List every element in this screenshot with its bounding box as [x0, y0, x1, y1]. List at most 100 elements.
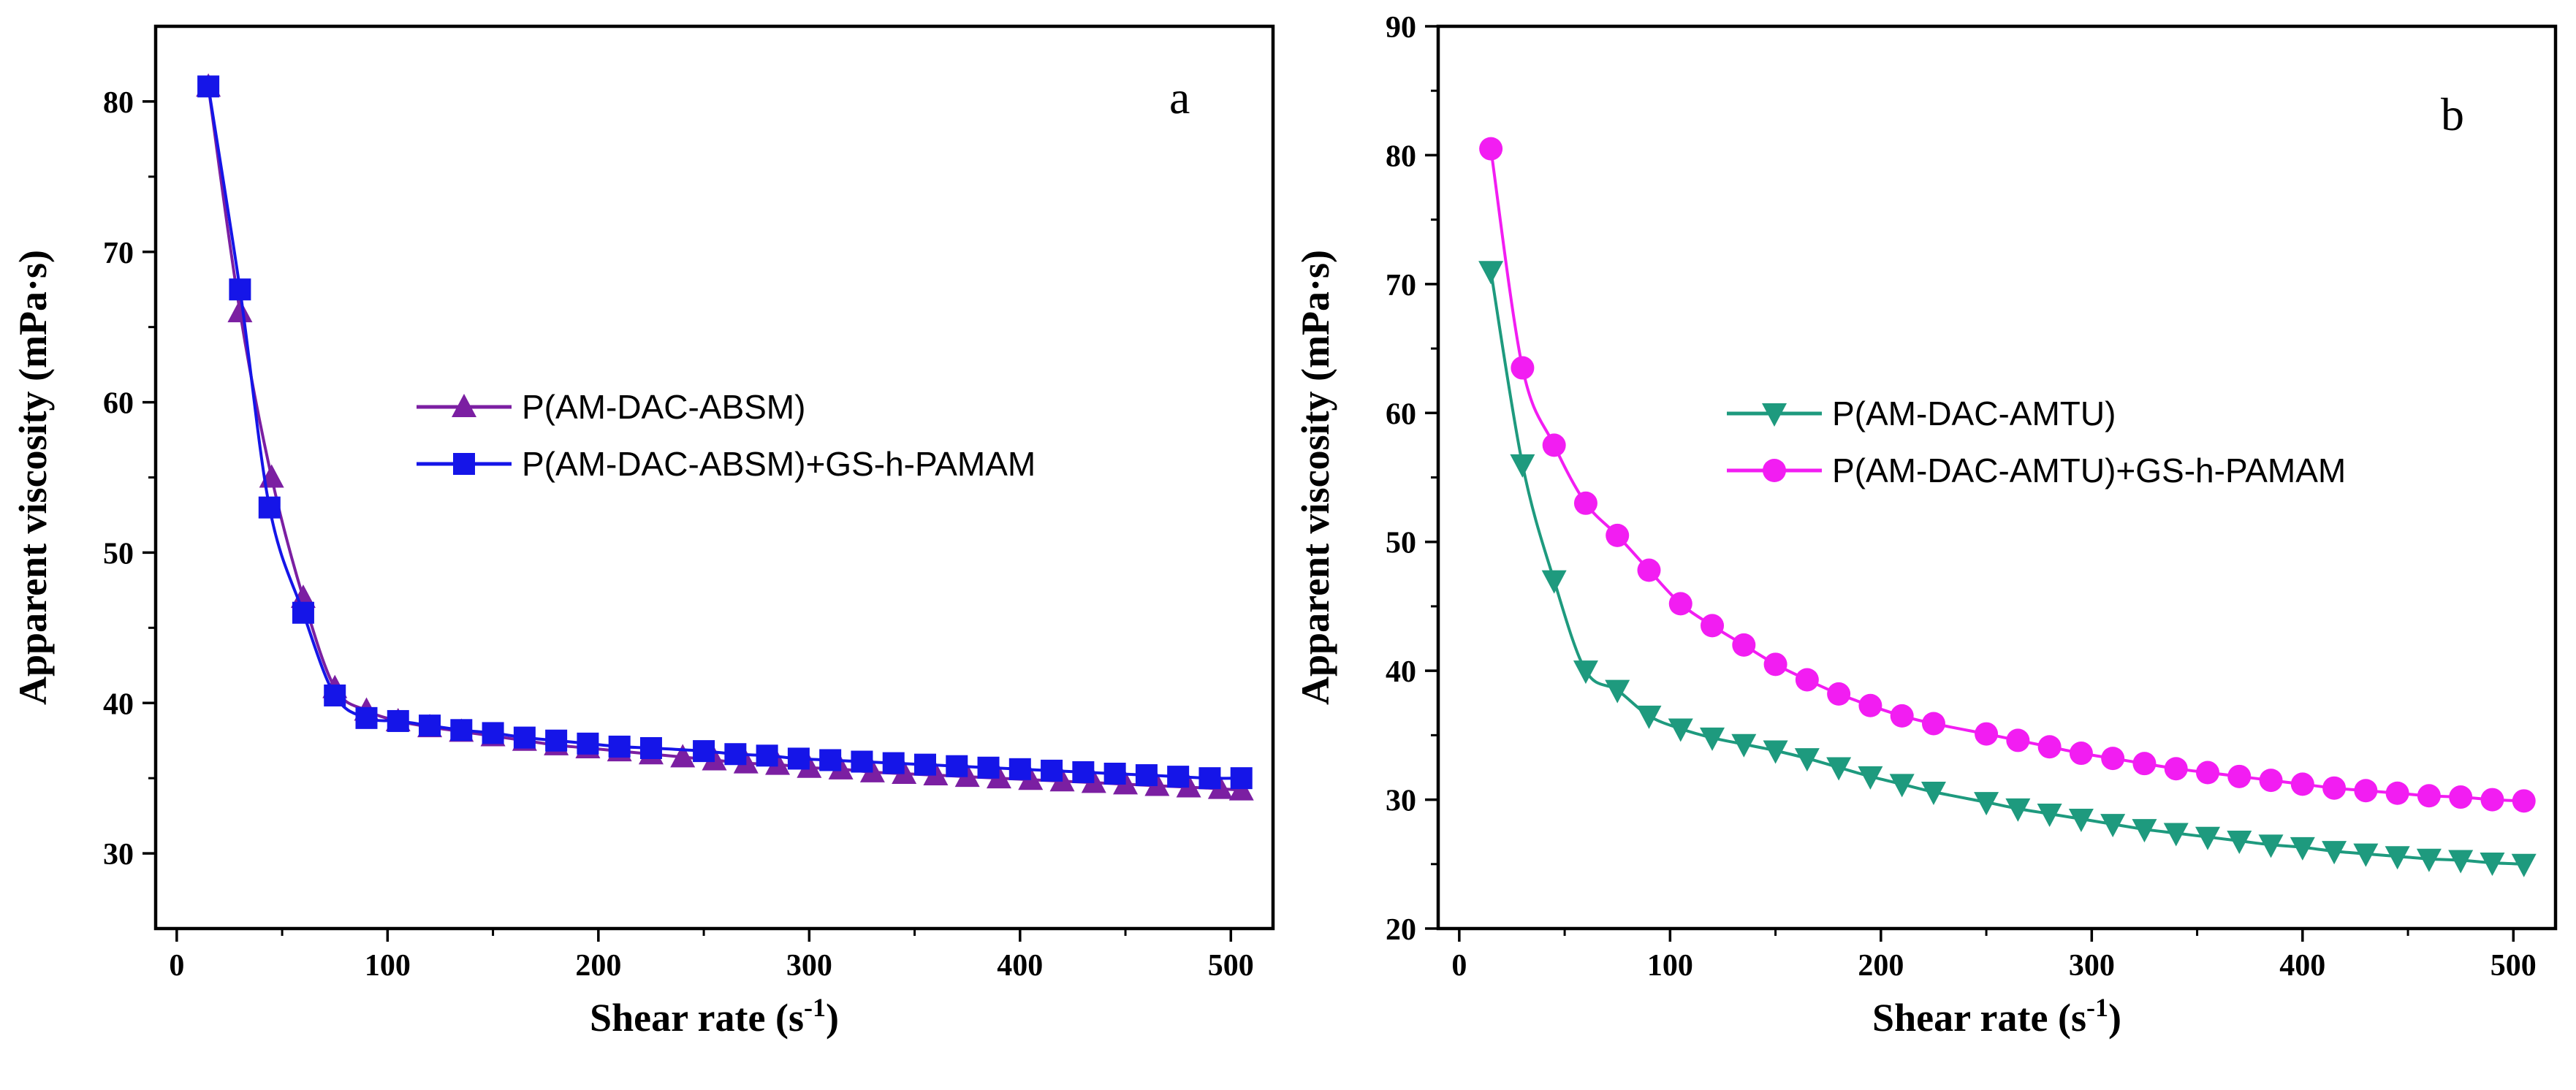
data-point — [2100, 814, 2126, 838]
y-axis-title: Apparent viscosity (mPa·s) — [1293, 250, 1337, 705]
data-point — [2037, 803, 2062, 827]
data-point — [2195, 761, 2219, 785]
data-point — [482, 722, 504, 744]
data-point — [1573, 660, 1598, 685]
series-1 — [196, 73, 1254, 801]
data-point — [2132, 819, 2157, 843]
y-tick-label: 80 — [103, 86, 134, 120]
y-tick-label: 30 — [103, 838, 134, 872]
data-point — [2385, 846, 2410, 870]
data-point — [1135, 764, 1158, 787]
data-point — [2322, 776, 2347, 800]
data-point — [1920, 781, 1946, 805]
data-point — [2480, 788, 2504, 812]
data-point — [1763, 740, 1788, 764]
data-point — [2416, 848, 2442, 872]
data-point — [1511, 356, 1535, 380]
data-point — [1605, 679, 1630, 704]
y-tick-label: 40 — [103, 687, 134, 721]
x-axis-title: Shear rate (s-1) — [590, 993, 839, 1040]
legend-label: P(AM-DAC-AMTU) — [1832, 395, 2116, 432]
data-point — [2511, 853, 2537, 877]
series-line — [207, 85, 1242, 780]
x-tick-label: 300 — [786, 949, 832, 983]
data-point — [2069, 742, 2093, 766]
data-point — [2290, 772, 2314, 796]
x-tick-label: 500 — [1208, 949, 1254, 983]
data-point — [1668, 718, 1693, 742]
data-point — [2354, 779, 2378, 803]
data-point — [355, 706, 378, 729]
data-point — [2006, 728, 2030, 752]
data-point — [2227, 764, 2252, 788]
data-point — [1198, 767, 1221, 790]
x-tick-label: 0 — [1451, 949, 1467, 983]
data-point — [2227, 831, 2252, 855]
data-point — [545, 729, 568, 752]
legend: P(AM-DAC-ABSM) P(AM-DAC-ABSM)+GS-h-PAMAM — [417, 388, 1036, 483]
data-point — [2037, 735, 2062, 759]
x-tick-label: 400 — [997, 949, 1043, 983]
data-point — [513, 726, 536, 749]
y-tick-label: 50 — [103, 537, 134, 571]
data-point — [577, 732, 599, 755]
data-point — [2101, 747, 2125, 771]
legend-label: P(AM-DAC-ABSM)+GS-h-PAMAM — [522, 445, 1036, 483]
data-point — [1479, 137, 1503, 161]
data-point — [2385, 781, 2409, 805]
series-2 — [1479, 137, 2536, 813]
x-axis: 0 100 200 300 400 500 — [169, 929, 1254, 983]
data-point — [670, 744, 696, 768]
data-point — [2322, 841, 2347, 865]
panel-label: a — [1169, 72, 1190, 123]
data-point — [2005, 798, 2031, 822]
x-axis-title: Shear rate (s-1) — [1872, 993, 2121, 1040]
data-point — [292, 601, 314, 624]
data-point — [608, 735, 631, 758]
chart-panel-a: 0 100 200 300 400 500 30 40 50 60 70 80 Shear rate (… — [11, 24, 1275, 1040]
data-point — [2353, 843, 2379, 867]
y-tick-label: 90 — [1386, 11, 1416, 45]
data-point — [1794, 748, 1820, 772]
data-point — [2132, 752, 2157, 776]
data-point — [2449, 785, 2473, 809]
x-tick-label: 500 — [2490, 949, 2537, 983]
data-point — [1636, 705, 1662, 729]
x-axis-title-text: Shear rate (s — [1872, 996, 2086, 1040]
series-2 — [197, 75, 1253, 790]
y-tick-label: 80 — [1386, 140, 1416, 173]
data-point — [787, 747, 810, 770]
data-point — [639, 737, 662, 759]
legend-marker — [1762, 403, 1787, 427]
data-point — [1103, 762, 1126, 785]
data-point — [1542, 433, 1566, 457]
data-point — [2195, 826, 2220, 850]
data-point — [2417, 784, 2441, 808]
x-axis-title-close: ) — [2108, 996, 2121, 1040]
y-axis-title: Apparent viscosity (mPa·s) — [11, 250, 55, 705]
y-tick-label: 20 — [1386, 913, 1416, 947]
y-tick-label: 60 — [1386, 397, 1416, 431]
data-point — [1731, 733, 1757, 758]
series-line — [207, 86, 1242, 792]
data-point — [1541, 570, 1567, 594]
data-point — [229, 278, 251, 301]
y-tick-label: 60 — [103, 387, 134, 421]
data-point — [1072, 761, 1095, 783]
data-point — [1510, 454, 1535, 478]
data-point — [1827, 682, 1851, 706]
data-point — [227, 299, 253, 323]
data-point — [1700, 727, 1725, 751]
data-point — [1701, 614, 1725, 638]
data-point — [1732, 633, 1756, 657]
legend-marker — [1763, 459, 1786, 482]
data-point — [2259, 769, 2283, 793]
x-axis-title-superscript: -1 — [2086, 993, 2108, 1022]
legend-label: P(AM-DAC-ABSM) — [522, 388, 805, 426]
y-tick-label: 70 — [103, 237, 134, 270]
panel-label: b — [2441, 88, 2464, 140]
data-point — [756, 744, 778, 767]
data-point — [1008, 758, 1031, 780]
y-tick-label: 30 — [1386, 785, 1416, 818]
